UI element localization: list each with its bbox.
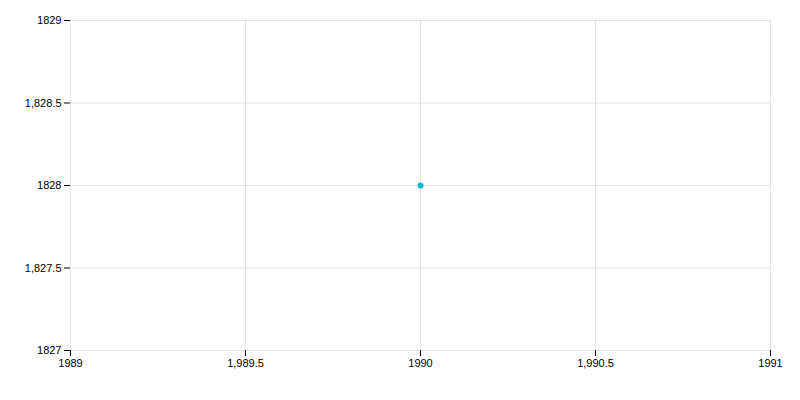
svg-text:1991: 1991 bbox=[758, 357, 782, 369]
svg-text:1989: 1989 bbox=[58, 357, 82, 369]
svg-text:1827: 1827 bbox=[37, 344, 61, 356]
svg-text:1,827.5: 1,827.5 bbox=[25, 262, 62, 274]
svg-text:1829: 1829 bbox=[37, 14, 61, 26]
svg-text:1990: 1990 bbox=[408, 357, 432, 369]
svg-text:1,989.5: 1,989.5 bbox=[227, 357, 264, 369]
svg-text:1,990.5: 1,990.5 bbox=[577, 357, 614, 369]
svg-text:1,828.5: 1,828.5 bbox=[25, 97, 62, 109]
svg-text:1828: 1828 bbox=[37, 179, 61, 191]
